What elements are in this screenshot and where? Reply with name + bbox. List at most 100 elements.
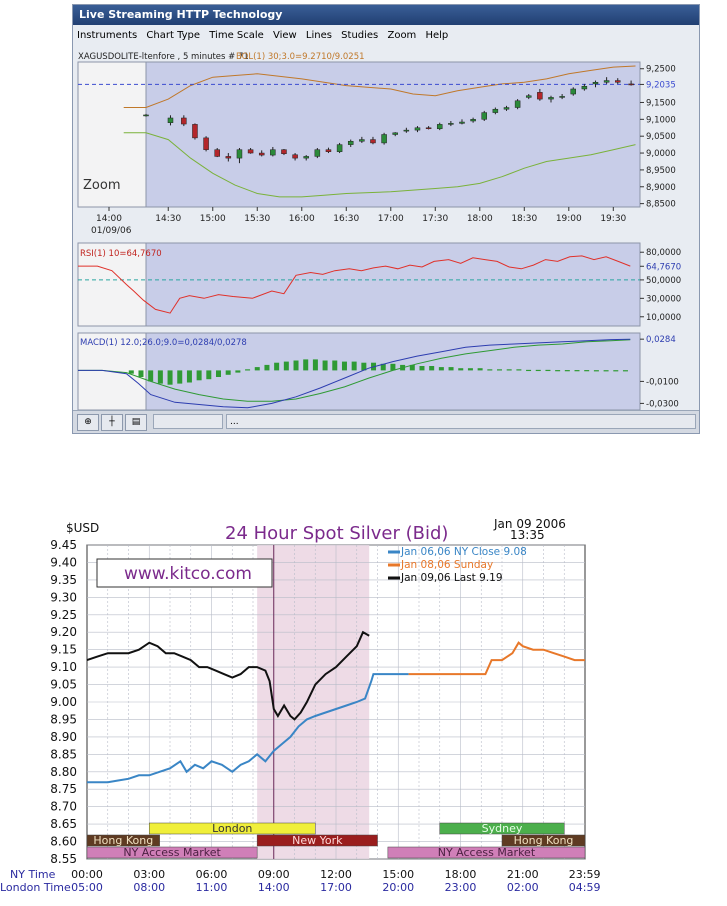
ny-tick-label: 06:00 bbox=[196, 868, 228, 881]
macd-tick-label: -0,0300 bbox=[646, 399, 679, 409]
zoom-label: Zoom bbox=[83, 178, 120, 193]
macd-histogram-bar bbox=[293, 360, 299, 371]
macd-histogram-bar bbox=[506, 369, 512, 371]
macd-histogram-bar bbox=[332, 360, 338, 371]
macd-histogram-bar bbox=[516, 369, 522, 371]
rsi-panel bbox=[145, 242, 641, 327]
candle-body bbox=[614, 80, 621, 83]
rsi-label: RSI(1) 10=64,7670 bbox=[80, 249, 162, 259]
y-tick-label: 9,1000 bbox=[646, 115, 676, 125]
menu-time-scale[interactable]: Time Scale bbox=[209, 30, 264, 41]
y-tick-label: 8.60 bbox=[50, 835, 77, 849]
menu-instruments[interactable]: Instruments bbox=[77, 30, 138, 41]
session-bar bbox=[86, 846, 258, 859]
macd-histogram-bar bbox=[283, 361, 289, 371]
session-bar bbox=[149, 822, 316, 835]
london-tick-label: 23:00 bbox=[445, 881, 477, 894]
candle-body bbox=[325, 149, 332, 152]
crosshair-tool-button[interactable]: ⊕ bbox=[77, 414, 99, 431]
zoom-area[interactable] bbox=[77, 61, 147, 208]
session-label: London bbox=[212, 822, 252, 835]
menu-zoom[interactable]: Zoom bbox=[387, 30, 417, 41]
macd-histogram-bar bbox=[274, 362, 280, 371]
candle-body bbox=[525, 95, 532, 98]
macd-histogram-bar bbox=[235, 370, 241, 373]
candle-body bbox=[514, 100, 521, 108]
watermark-box bbox=[96, 558, 273, 588]
macd-histogram-bar bbox=[148, 370, 154, 382]
macd-histogram-bar bbox=[593, 370, 599, 372]
y-tick-label: 8.80 bbox=[50, 765, 77, 779]
menu-lines[interactable]: Lines bbox=[305, 30, 332, 41]
candle-body bbox=[258, 152, 265, 156]
y-tick-label: 9.45 bbox=[50, 538, 77, 552]
trading-app-window: Live Streaming HTTP Technology Instrumen… bbox=[72, 4, 700, 434]
y-tick-label: 8,9000 bbox=[646, 183, 676, 193]
legend-label: Jan 08,06 Sunday bbox=[400, 559, 493, 571]
candle-body bbox=[581, 86, 588, 90]
price-symbol-label: XAGUSDOLITE-ltenfore , 5 minutes # 71 bbox=[78, 52, 249, 62]
ny-tick-label: 00:00 bbox=[71, 868, 103, 881]
macd-tick-label: -0,0100 bbox=[646, 377, 679, 387]
macd-histogram-bar bbox=[564, 370, 570, 372]
macd-histogram-bar bbox=[380, 363, 386, 371]
status-cell-1 bbox=[153, 414, 223, 429]
print-tool-button[interactable]: ▤ bbox=[125, 414, 147, 431]
y-tick-label: 9.30 bbox=[50, 590, 77, 604]
macd-histogram-bar bbox=[361, 362, 367, 371]
ny-tick-label: 18:00 bbox=[445, 868, 477, 881]
currency-label: $USD bbox=[66, 521, 99, 535]
candle-body bbox=[167, 117, 174, 123]
macd-histogram-bar bbox=[438, 367, 444, 371]
macd-histogram-bar bbox=[167, 370, 173, 385]
upper-band-line bbox=[123, 65, 636, 108]
candle-body bbox=[359, 139, 365, 142]
macd-histogram-bar bbox=[341, 361, 347, 371]
legend-label: Jan 09,06 Last 9.19 bbox=[400, 572, 503, 584]
macd-histogram-bar bbox=[613, 370, 619, 372]
candle-body bbox=[537, 92, 543, 100]
macd-line bbox=[78, 338, 631, 409]
london-tick-label: 20:00 bbox=[382, 881, 414, 894]
session-bar bbox=[256, 834, 378, 847]
x-tick-label: 17:30 bbox=[422, 214, 448, 224]
macd-signal-line bbox=[78, 339, 631, 402]
x-date-label: 01/09/06 bbox=[91, 226, 132, 236]
macd-histogram-bar bbox=[245, 369, 251, 371]
trading-chart[interactable]: XAGUSDOLITE-ltenfore , 5 minutes # 71 BO… bbox=[73, 45, 699, 410]
x-tick-label: 16:00 bbox=[289, 214, 315, 224]
series-line bbox=[87, 673, 409, 784]
macd-histogram-bar bbox=[487, 369, 493, 371]
menu-studies[interactable]: Studies bbox=[341, 30, 379, 41]
y-tick-label: 9.15 bbox=[50, 643, 77, 657]
date-label: Jan 09 2006 bbox=[493, 517, 566, 531]
candle-body bbox=[628, 83, 634, 86]
macd-histogram-bar bbox=[467, 368, 473, 371]
menu-help[interactable]: Help bbox=[425, 30, 449, 41]
candle-body bbox=[559, 96, 565, 98]
macd-histogram-bar bbox=[225, 370, 231, 375]
london-time-label: London Time bbox=[0, 881, 71, 894]
macd-histogram-bar bbox=[535, 369, 541, 372]
session-label: Sydney bbox=[482, 822, 523, 835]
macd-histogram-bar bbox=[497, 369, 502, 371]
y-tick-label: 9.05 bbox=[50, 678, 77, 692]
x-tick-label: 16:30 bbox=[333, 214, 359, 224]
rsi-tick-label: 10,0000 bbox=[646, 313, 681, 323]
y-tick-label: 9.40 bbox=[50, 555, 77, 569]
y-tick-label: 8.85 bbox=[50, 747, 77, 761]
ny-tick-label: 21:00 bbox=[507, 868, 539, 881]
x-tick-label: 18:30 bbox=[511, 214, 537, 224]
ny-tick-label: 15:00 bbox=[382, 868, 414, 881]
series-line bbox=[408, 641, 585, 676]
candle-body bbox=[347, 140, 354, 145]
x-tick-label: 19:30 bbox=[600, 214, 626, 224]
rsi-tick-label: 50,0000 bbox=[646, 276, 681, 286]
macd-histogram-bar bbox=[477, 368, 483, 371]
line-tool-button[interactable]: ┼ bbox=[101, 414, 123, 431]
ny-tick-label: 03:00 bbox=[133, 868, 165, 881]
menu-view[interactable]: View bbox=[273, 30, 297, 41]
macd-histogram-bar bbox=[206, 370, 212, 380]
candle-body bbox=[392, 132, 398, 135]
menu-chart-type[interactable]: Chart Type bbox=[146, 30, 201, 41]
